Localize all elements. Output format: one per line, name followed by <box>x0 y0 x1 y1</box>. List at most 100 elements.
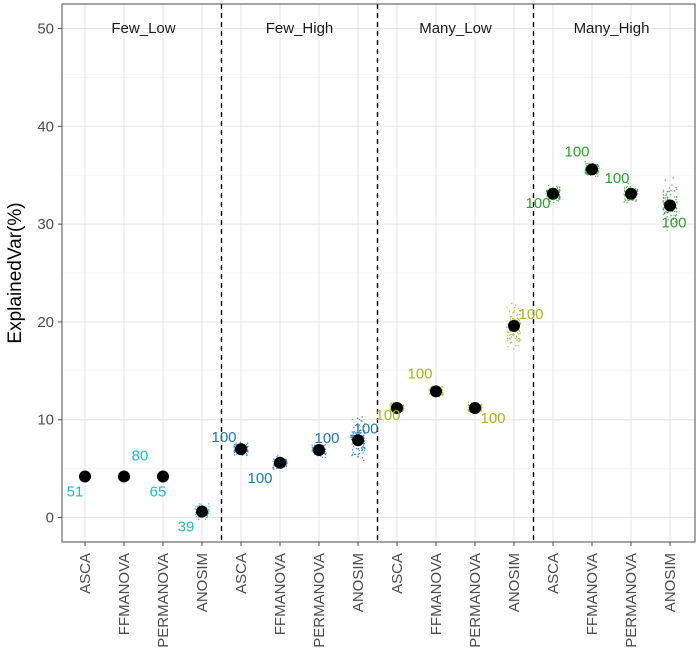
jitter-point <box>510 341 513 343</box>
jitter-point <box>510 316 513 318</box>
jitter-point <box>277 454 279 456</box>
jitter-point <box>350 438 353 441</box>
jitter-point <box>662 200 664 202</box>
facet-label: Many_High <box>574 20 650 37</box>
jitter-point <box>513 334 515 336</box>
jitter-point <box>668 190 671 193</box>
jitter-point <box>662 203 665 206</box>
jitter-point <box>509 338 511 340</box>
jitter-point <box>351 454 353 457</box>
jitter-point <box>208 506 210 508</box>
x-tick-label: PERMANOVA <box>467 553 484 648</box>
jitter-point <box>510 318 512 320</box>
jitter-point <box>665 211 667 213</box>
jitter-point <box>235 442 237 444</box>
jitter-point <box>596 173 598 175</box>
x-tick-label: FFMANOVA <box>584 553 601 635</box>
jitter-point <box>350 436 352 439</box>
jitter-point <box>597 170 600 172</box>
jitter-point <box>390 402 393 404</box>
jitter-point <box>364 430 366 432</box>
jitter-point <box>441 391 444 393</box>
x-tick-label: ASCA <box>233 553 250 594</box>
jitter-point <box>623 187 626 189</box>
jitter-point <box>664 197 667 199</box>
jitter-point <box>467 401 470 404</box>
jitter-point <box>513 348 515 350</box>
x-tick-label: ANOSIM <box>662 553 679 612</box>
jitter-point <box>205 518 207 520</box>
jitter-point <box>429 387 431 389</box>
jitter-point <box>558 191 561 193</box>
mean-point <box>625 187 637 200</box>
jitter-point <box>194 508 197 510</box>
jitter-point <box>360 432 362 434</box>
jitter-point <box>351 443 353 445</box>
jitter-point <box>323 445 325 447</box>
jitter-point <box>546 190 548 193</box>
jitter-point <box>358 449 361 452</box>
jitter-point <box>518 340 520 342</box>
jitter-point <box>208 510 210 512</box>
jitter-point <box>198 504 200 507</box>
mean-point <box>430 385 442 398</box>
jitter-point <box>246 454 248 456</box>
mean-point <box>664 199 676 212</box>
jitter-point <box>196 505 199 508</box>
count-label: 100 <box>375 407 400 424</box>
jitter-point <box>546 195 548 197</box>
jitter-point <box>628 199 630 202</box>
y-tick-label: 40 <box>37 118 54 135</box>
jitter-point <box>510 336 512 338</box>
jitter-point <box>623 189 626 191</box>
jitter-point <box>233 450 235 452</box>
jitter-point <box>519 339 522 341</box>
jitter-point <box>675 196 678 198</box>
x-tick-label: ASCA <box>77 553 94 594</box>
jitter-point <box>358 418 360 421</box>
mean-point <box>196 505 208 518</box>
jitter-point <box>441 393 443 395</box>
jitter-point <box>358 432 360 434</box>
count-labels: 5180653910010010010010010010010010010010… <box>67 143 687 535</box>
y-axis-title: ExplainedVar(%) <box>5 202 26 343</box>
x-tick-label: ASCA <box>389 553 406 594</box>
jitter-point <box>587 174 589 176</box>
jitter-point <box>272 466 274 468</box>
jitter-point <box>515 335 518 337</box>
jitter-point <box>676 188 678 190</box>
jitter-point <box>598 167 600 169</box>
jitter-point <box>634 188 637 190</box>
jitter-point <box>627 183 629 185</box>
jitter-point <box>672 222 674 225</box>
x-tick-label: PERMANOVA <box>311 553 328 648</box>
jitter-point <box>324 444 326 446</box>
jitter-point <box>353 453 356 456</box>
jitter-point <box>360 429 362 431</box>
jitter-point <box>389 405 391 407</box>
jitter-point <box>480 406 483 408</box>
jitter-point <box>519 332 521 334</box>
jitter-point <box>194 514 197 516</box>
jitter-point <box>233 451 236 454</box>
jitter-point <box>515 337 517 340</box>
jitter-point <box>351 431 353 433</box>
jitter-point <box>548 184 550 187</box>
jitter-point <box>517 307 520 310</box>
jitter-point <box>518 330 521 332</box>
jitter-point <box>362 444 365 446</box>
jitter-point <box>670 194 672 196</box>
jitter-point <box>239 441 242 444</box>
jitter-point <box>624 199 627 202</box>
jitter-point <box>512 312 514 314</box>
mean-point <box>157 470 169 483</box>
jitter-point <box>194 506 197 508</box>
jitter-point <box>355 447 358 450</box>
gridlines <box>62 4 695 542</box>
jitter-point <box>594 175 597 178</box>
jitter-point <box>356 456 358 458</box>
jitter-point <box>245 452 247 455</box>
jitter-point <box>514 345 517 347</box>
count-label: 100 <box>564 143 589 160</box>
jitter-point <box>481 404 483 407</box>
